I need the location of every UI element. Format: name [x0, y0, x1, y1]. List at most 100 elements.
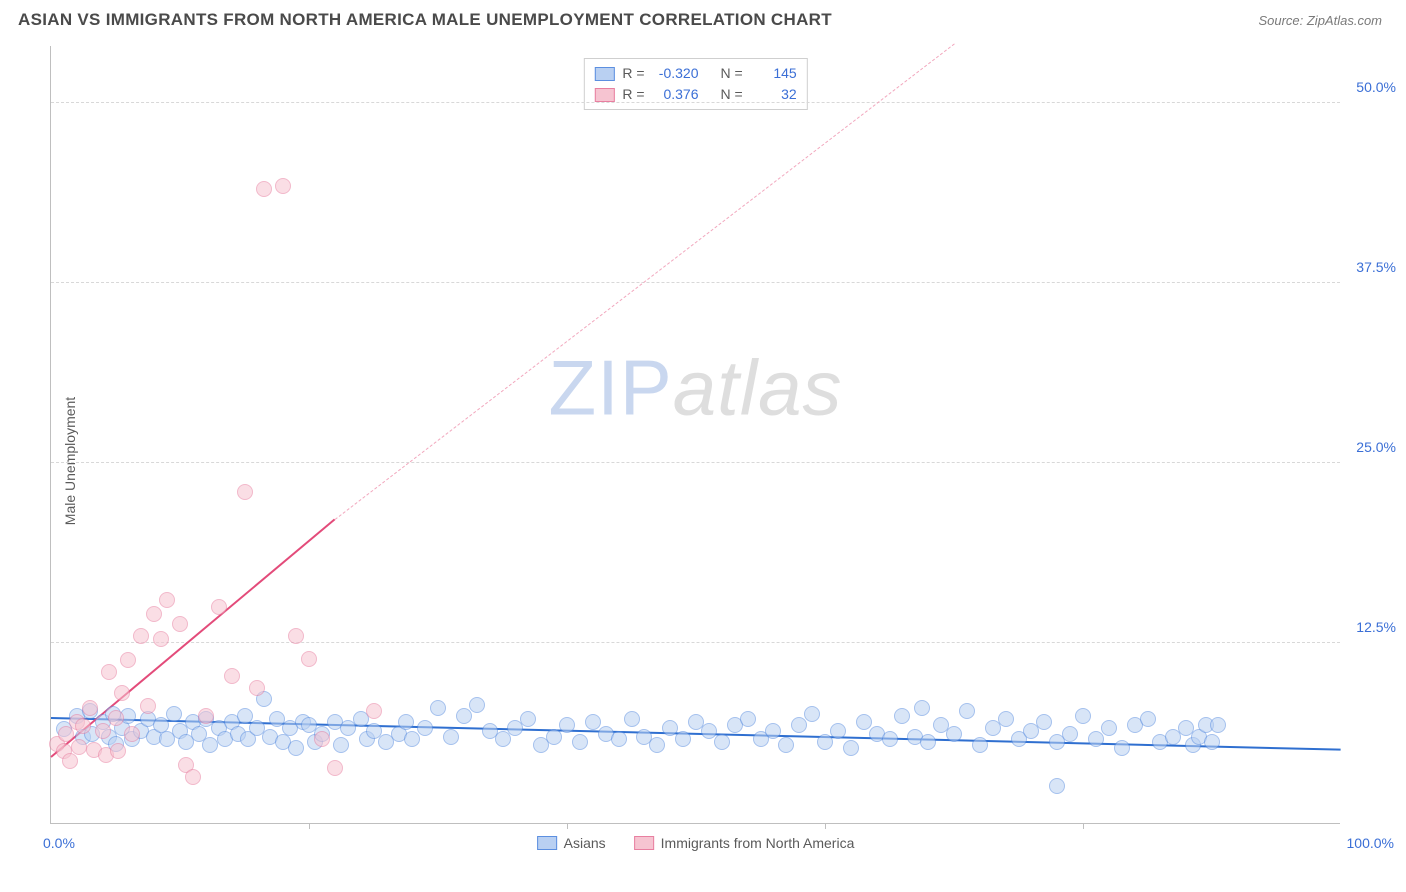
scatter-marker — [778, 737, 794, 753]
scatter-marker — [153, 631, 169, 647]
legend-label: Asians — [564, 835, 606, 851]
scatter-marker — [333, 737, 349, 753]
scatter-marker — [1049, 778, 1065, 794]
scatter-marker — [443, 729, 459, 745]
scatter-marker — [572, 734, 588, 750]
scatter-marker — [133, 628, 149, 644]
legend-item: Asians — [537, 835, 606, 851]
scatter-marker — [469, 697, 485, 713]
scatter-marker — [101, 664, 117, 680]
scatter-marker — [946, 726, 962, 742]
stat-n-label: N = — [721, 63, 743, 84]
scatter-marker — [675, 731, 691, 747]
scatter-marker — [430, 700, 446, 716]
y-tick-label: 25.0% — [1356, 439, 1396, 455]
watermark: ZIPatlas — [548, 342, 842, 433]
x-tick — [567, 823, 568, 829]
scatter-marker — [95, 723, 111, 739]
scatter-marker — [714, 734, 730, 750]
stat-n-value: 145 — [751, 63, 797, 84]
x-tick — [309, 823, 310, 829]
chart-title: ASIAN VS IMMIGRANTS FROM NORTH AMERICA M… — [18, 10, 832, 30]
scatter-marker — [224, 668, 240, 684]
scatter-marker — [288, 628, 304, 644]
scatter-marker — [520, 711, 536, 727]
stats-legend-row: R = -0.320 N = 145 — [594, 63, 796, 84]
scatter-marker — [1062, 726, 1078, 742]
plot-area: ZIPatlas R =-0.320N =145R =0.376N =32 As… — [50, 46, 1340, 824]
scatter-marker — [124, 726, 140, 742]
scatter-marker — [830, 723, 846, 739]
x-tick — [1083, 823, 1084, 829]
legend-label: Immigrants from North America — [661, 835, 855, 851]
watermark-zip: ZIP — [548, 343, 672, 431]
scatter-marker — [275, 178, 291, 194]
scatter-marker — [1210, 717, 1226, 733]
scatter-marker — [843, 740, 859, 756]
scatter-marker — [417, 720, 433, 736]
scatter-marker — [804, 706, 820, 722]
scatter-marker — [546, 729, 562, 745]
scatter-marker — [202, 737, 218, 753]
scatter-marker — [75, 718, 91, 734]
scatter-marker — [256, 181, 272, 197]
scatter-marker — [894, 708, 910, 724]
scatter-marker — [198, 708, 214, 724]
scatter-marker — [765, 723, 781, 739]
scatter-marker — [404, 731, 420, 747]
scatter-marker — [495, 731, 511, 747]
scatter-marker — [649, 737, 665, 753]
scatter-marker — [1140, 711, 1156, 727]
gridline — [51, 102, 1340, 103]
scatter-marker — [456, 708, 472, 724]
x-tick-label: 100.0% — [1347, 835, 1394, 851]
scatter-marker — [108, 710, 124, 726]
scatter-marker — [62, 753, 78, 769]
gridline — [51, 462, 1340, 463]
scatter-marker — [624, 711, 640, 727]
chart-source: Source: ZipAtlas.com — [1258, 13, 1382, 28]
scatter-marker — [585, 714, 601, 730]
stat-r-value: -0.320 — [653, 63, 699, 84]
chart-container: Male Unemployment ZIPatlas R =-0.320N =1… — [0, 36, 1406, 886]
scatter-marker — [1114, 740, 1130, 756]
y-tick-label: 37.5% — [1356, 259, 1396, 275]
scatter-marker — [559, 717, 575, 733]
scatter-marker — [366, 723, 382, 739]
x-tick-label: 0.0% — [43, 835, 75, 851]
scatter-marker — [662, 720, 678, 736]
scatter-marker — [327, 760, 343, 776]
chart-header: ASIAN VS IMMIGRANTS FROM NORTH AMERICA M… — [0, 0, 1406, 36]
scatter-marker — [140, 698, 156, 714]
scatter-marker — [82, 700, 98, 716]
scatter-marker — [146, 606, 162, 622]
scatter-marker — [791, 717, 807, 733]
legend-swatch — [594, 88, 614, 102]
scatter-marker — [172, 616, 188, 632]
legend-swatch — [594, 67, 614, 81]
scatter-marker — [959, 703, 975, 719]
scatter-marker — [114, 685, 130, 701]
stat-r-label: R = — [622, 63, 644, 84]
scatter-marker — [920, 734, 936, 750]
scatter-marker — [211, 599, 227, 615]
scatter-marker — [856, 714, 872, 730]
gridline — [51, 282, 1340, 283]
scatter-marker — [998, 711, 1014, 727]
bottom-legend: Asians Immigrants from North America — [537, 835, 855, 851]
scatter-marker — [914, 700, 930, 716]
scatter-marker — [366, 703, 382, 719]
scatter-marker — [701, 723, 717, 739]
y-tick-label: 12.5% — [1356, 619, 1396, 635]
watermark-atlas: atlas — [673, 343, 843, 431]
scatter-marker — [314, 731, 330, 747]
scatter-marker — [120, 652, 136, 668]
scatter-marker — [1088, 731, 1104, 747]
legend-item: Immigrants from North America — [634, 835, 855, 851]
scatter-marker — [110, 743, 126, 759]
y-tick-label: 50.0% — [1356, 79, 1396, 95]
scatter-marker — [972, 737, 988, 753]
scatter-marker — [159, 592, 175, 608]
scatter-marker — [1101, 720, 1117, 736]
scatter-marker — [817, 734, 833, 750]
